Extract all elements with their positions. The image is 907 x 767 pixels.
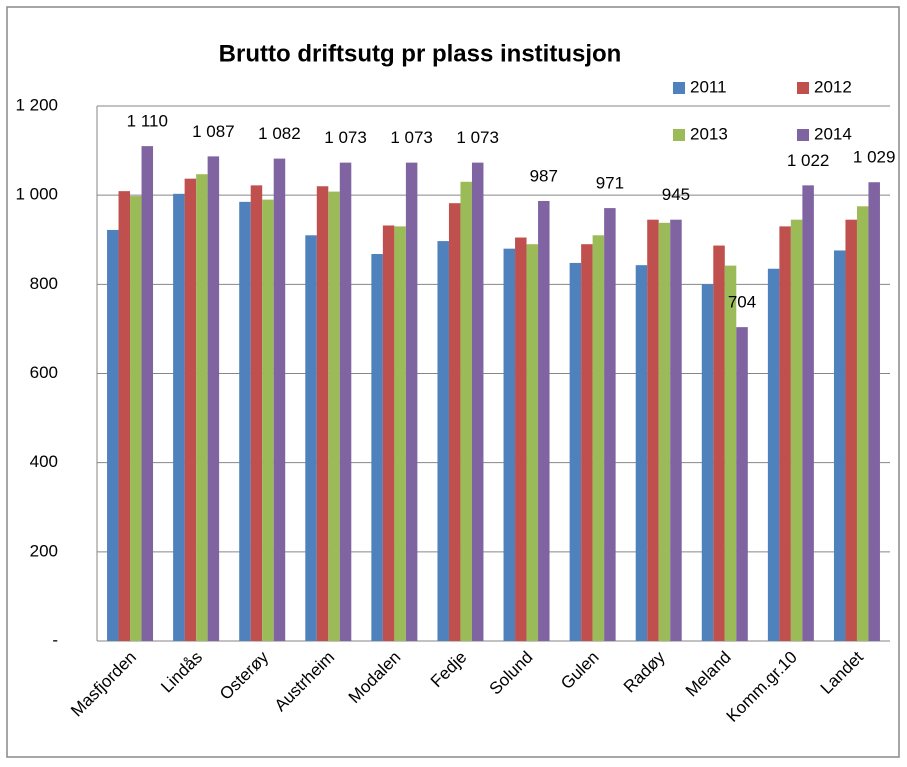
- bar: [515, 237, 527, 642]
- bar: [581, 244, 593, 642]
- bar: [767, 268, 780, 641]
- bar: [845, 219, 857, 641]
- bar: [833, 250, 846, 641]
- data-label: 1 073: [456, 128, 499, 147]
- bar: [328, 191, 340, 641]
- bar: [856, 206, 869, 641]
- bar: [526, 244, 539, 642]
- bar: [196, 174, 208, 641]
- bar: [779, 226, 791, 641]
- bar: [239, 201, 251, 641]
- legend-label: 2014: [814, 124, 852, 143]
- y-tick-label: 1 200: [15, 95, 58, 114]
- bar: [471, 162, 484, 641]
- data-label: 971: [596, 174, 624, 193]
- bar: [701, 284, 714, 641]
- data-label: 1 073: [324, 128, 367, 147]
- bar: [250, 185, 263, 641]
- chart-title: Brutto driftsutg pr plass institusjon: [219, 40, 622, 67]
- legend-label: 2011: [690, 77, 727, 96]
- bar: [207, 156, 220, 642]
- legend-label: 2012: [814, 77, 852, 96]
- bar: [394, 226, 406, 641]
- y-tick-label: 800: [30, 274, 58, 293]
- bar: [273, 158, 286, 641]
- bar: [382, 225, 395, 641]
- data-label: 1 073: [390, 128, 433, 147]
- legend-swatch: [797, 129, 809, 141]
- y-tick-label: 1 000: [15, 185, 58, 204]
- legend-swatch: [673, 129, 685, 141]
- bar: [437, 241, 449, 641]
- y-tick-label: 200: [30, 541, 58, 560]
- data-label: 1 110: [127, 112, 168, 131]
- bar: [604, 208, 616, 642]
- legend-swatch: [797, 82, 809, 94]
- bar: [670, 219, 682, 641]
- data-label: 1 022: [787, 151, 830, 170]
- y-tick-label: 400: [30, 452, 58, 471]
- bar: [173, 193, 185, 641]
- legend-swatch: [673, 82, 685, 94]
- bar: [713, 245, 725, 641]
- legend-label: 2013: [690, 124, 728, 143]
- y-tick-label: 600: [30, 363, 58, 382]
- bar: [184, 178, 197, 641]
- bar: [868, 182, 880, 642]
- bar: [371, 254, 383, 641]
- bar: [592, 235, 605, 641]
- bar: [130, 196, 142, 641]
- bar: [635, 265, 648, 641]
- data-label: 987: [530, 166, 558, 185]
- bar: [460, 181, 472, 641]
- bar: [802, 185, 814, 641]
- y-tick-label: -: [52, 630, 58, 649]
- bar: [658, 222, 671, 641]
- bar: [736, 327, 748, 641]
- data-label: 1 082: [258, 124, 301, 143]
- bar: [538, 200, 550, 641]
- bar: [569, 262, 582, 641]
- bar: [503, 248, 516, 641]
- bar: [107, 229, 119, 642]
- bar: [448, 203, 461, 642]
- bar: [118, 191, 131, 641]
- data-label: 704: [728, 293, 756, 312]
- bar: [790, 219, 803, 641]
- bar: [647, 219, 659, 641]
- bar: [405, 162, 418, 641]
- bar: [305, 235, 317, 641]
- bar: [141, 146, 154, 641]
- data-label: 1 087: [192, 122, 235, 141]
- data-label: 945: [662, 185, 690, 204]
- data-label: 1 029: [853, 148, 896, 167]
- bar: [724, 265, 737, 641]
- bar: [262, 199, 274, 641]
- bar: [316, 186, 329, 641]
- bar: [339, 162, 352, 641]
